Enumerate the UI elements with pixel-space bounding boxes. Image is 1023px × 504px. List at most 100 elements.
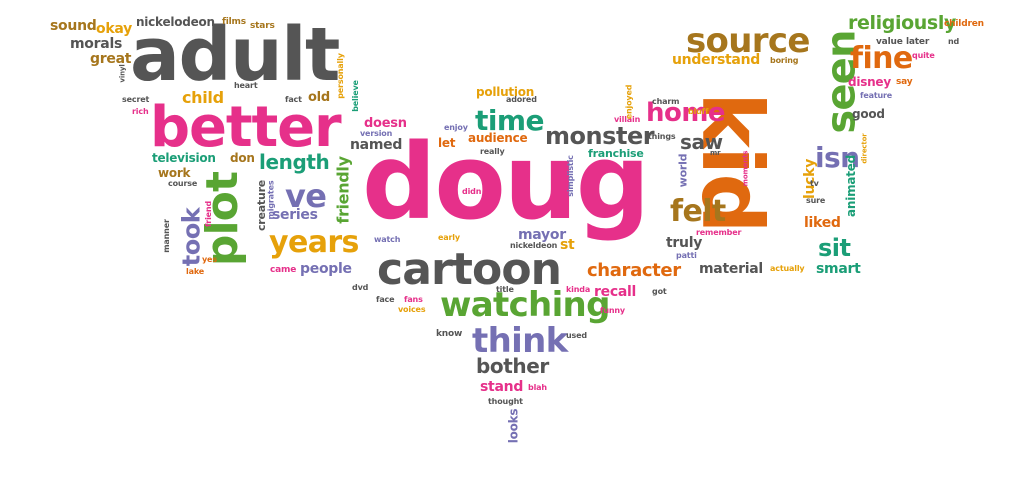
word: character xyxy=(587,260,681,281)
word: think xyxy=(472,321,568,361)
word: creature xyxy=(255,179,269,232)
word: old xyxy=(308,90,330,105)
word: boring xyxy=(770,56,799,65)
word: early xyxy=(438,233,460,242)
word: watching xyxy=(440,285,610,325)
word: children xyxy=(944,19,984,29)
word: animated xyxy=(843,155,858,217)
word: simplistic xyxy=(565,155,575,197)
word: migrates xyxy=(266,180,276,220)
word: mayor xyxy=(518,227,566,243)
word: audience xyxy=(468,131,528,145)
word: quite xyxy=(912,51,935,60)
word: cartoon xyxy=(377,244,562,295)
word: let xyxy=(438,136,456,150)
word: disney xyxy=(848,75,891,89)
word: felt xyxy=(670,194,726,229)
word: friendly xyxy=(333,156,353,224)
word: st xyxy=(560,237,575,253)
word: things xyxy=(648,132,676,141)
word: title xyxy=(496,285,514,294)
word: fans xyxy=(404,295,423,304)
word: came xyxy=(270,265,297,275)
word: nd xyxy=(948,37,960,46)
word: series xyxy=(272,207,318,223)
word: didn xyxy=(462,187,482,196)
word: blah xyxy=(528,383,547,392)
word: source xyxy=(686,21,810,61)
word: television xyxy=(152,151,216,165)
word: secret xyxy=(122,95,150,104)
word: child xyxy=(182,88,224,107)
word: people xyxy=(300,261,352,277)
word: sure xyxy=(806,196,826,205)
word: isn xyxy=(815,141,860,174)
word: doug xyxy=(362,121,650,243)
word: villain xyxy=(614,115,641,124)
word: value xyxy=(876,37,903,47)
word: face xyxy=(376,295,395,304)
word: monster xyxy=(545,122,655,150)
word: ve xyxy=(285,177,327,215)
word: truly xyxy=(666,235,703,251)
word: yes xyxy=(202,255,217,264)
word: stars xyxy=(250,21,275,31)
word: recall xyxy=(594,284,637,300)
word: saw xyxy=(680,130,723,154)
word: remember xyxy=(696,228,742,237)
word: don xyxy=(230,151,255,165)
word: franchise xyxy=(588,147,644,160)
word: used xyxy=(566,331,587,340)
word: enjoy xyxy=(444,123,468,132)
word: material xyxy=(699,261,763,277)
word: liked xyxy=(804,215,841,231)
word: actually xyxy=(770,264,805,273)
word: pollution xyxy=(476,85,535,99)
word: okay xyxy=(96,21,132,37)
word: course xyxy=(168,179,198,188)
word: smart xyxy=(816,261,861,277)
word: understand xyxy=(672,52,761,68)
word: thought xyxy=(488,397,523,406)
word: bluff xyxy=(688,107,709,116)
word: say xyxy=(896,77,913,87)
word: religiously xyxy=(848,12,957,34)
word: sit xyxy=(818,234,851,262)
word: time xyxy=(475,104,544,137)
word: patti xyxy=(676,251,697,260)
word: charm xyxy=(652,97,680,106)
word: kinda xyxy=(566,285,591,294)
word: work xyxy=(158,166,191,180)
word: heart xyxy=(234,81,258,90)
word: world xyxy=(676,153,690,188)
word: looks xyxy=(506,408,521,444)
word: bother xyxy=(476,354,549,378)
word: funny xyxy=(600,306,625,315)
word: director xyxy=(860,133,869,164)
word: vinyl xyxy=(118,64,127,83)
word: enjoyed xyxy=(624,84,634,120)
word: dvd xyxy=(352,283,369,292)
word: feature xyxy=(860,91,893,100)
word: fact xyxy=(285,95,302,104)
word: version xyxy=(360,129,393,138)
word: home xyxy=(646,98,726,128)
word: mr xyxy=(710,149,721,157)
word: named xyxy=(350,137,403,153)
word: great xyxy=(90,51,132,67)
word: watch xyxy=(374,235,401,244)
word: really xyxy=(480,147,505,156)
word: took xyxy=(177,207,206,267)
word: adult xyxy=(130,12,340,98)
word: know xyxy=(436,329,463,339)
word: good xyxy=(852,107,885,121)
word: nickelodeon xyxy=(136,15,215,29)
word: adored xyxy=(506,95,537,104)
word: lake xyxy=(186,267,205,276)
word: voices xyxy=(398,305,426,314)
word: rich xyxy=(132,107,149,116)
word: fine xyxy=(850,41,913,76)
word: manner xyxy=(161,219,171,253)
word: friend xyxy=(204,200,214,228)
